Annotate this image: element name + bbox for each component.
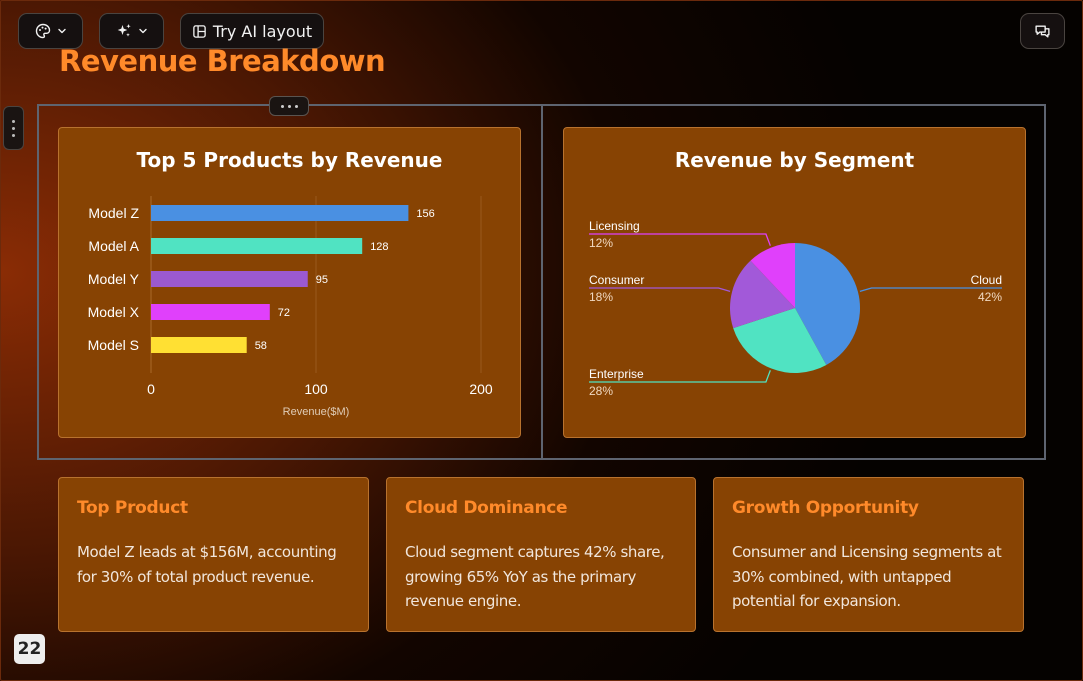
- insight-card-cloud-dominance[interactable]: Cloud Dominance Cloud segment captures 4…: [386, 477, 696, 632]
- chevron-down-icon: [138, 26, 148, 36]
- insight-title: Top Product: [77, 498, 188, 518]
- bar-model-x: [151, 304, 270, 320]
- bar-category-label: Model Z: [88, 205, 139, 221]
- pie-leader-line-enterprise: [589, 370, 771, 383]
- pie-percent-licensing: 12%: [589, 236, 613, 250]
- chevron-down-icon: [57, 26, 67, 36]
- bar-category-label: Model X: [88, 304, 140, 320]
- insight-title: Cloud Dominance: [405, 498, 568, 518]
- bar-model-s: [151, 337, 247, 353]
- pie-chart-card[interactable]: Revenue by Segment Cloud 42% Enterprise 28%…: [563, 127, 1026, 438]
- comments-icon: [1034, 23, 1051, 40]
- pie-slice-cloud: [795, 243, 860, 365]
- insight-body: Consumer and Licensing segments at 30% c…: [732, 543, 1002, 610]
- side-drag-handle[interactable]: [3, 106, 24, 150]
- comments-button[interactable]: [1020, 13, 1065, 49]
- bar-chart-card[interactable]: Top 5 Products by Revenue 0 100 200 Model Z…: [58, 127, 521, 438]
- bar-x-tick-label: 100: [304, 381, 328, 397]
- bar-model-a: [151, 238, 363, 254]
- pie-label-consumer: Consumer: [589, 273, 644, 287]
- pie-leader-line-cloud: [859, 287, 1002, 292]
- bar-chart-title: Top 5 Products by Revenue: [136, 148, 443, 172]
- bar-x-tick-label: 0: [147, 381, 155, 397]
- try-ai-layout-button[interactable]: Try AI layout: [180, 13, 324, 49]
- theme-button[interactable]: [18, 13, 83, 49]
- insight-body: Model Z leads at $156M, accounting for 3…: [77, 543, 337, 586]
- pie-leader-line-licensing: [589, 233, 771, 246]
- sparkle-icon: [116, 23, 132, 39]
- pie-leader-line-consumer: [589, 287, 731, 292]
- insight-card-top-product[interactable]: Top Product Model Z leads at $156M, acco…: [58, 477, 369, 632]
- bar-model-z: [151, 205, 409, 221]
- page-number-badge: 22: [14, 634, 45, 664]
- pie-slice-consumer: [730, 260, 795, 329]
- pie-percent-consumer: 18%: [589, 290, 613, 304]
- bar-value-label: 128: [370, 241, 388, 253]
- try-ai-layout-label: Try AI layout: [212, 21, 313, 41]
- pie-label-licensing: Licensing: [589, 219, 640, 233]
- pie-label-enterprise: Enterprise: [589, 367, 644, 381]
- insight-card-growth-opportunity[interactable]: Growth Opportunity Consumer and Licensin…: [713, 477, 1024, 632]
- palette-icon: [35, 23, 51, 39]
- bar-value-label: 72: [278, 307, 290, 319]
- bar-value-label: 156: [416, 208, 434, 220]
- bar-category-label: Model S: [88, 337, 139, 353]
- insight-body: Cloud segment captures 42% share, growin…: [405, 543, 665, 610]
- pie-chart-title: Revenue by Segment: [674, 148, 915, 172]
- bar-x-tick-label: 200: [469, 381, 493, 397]
- chart-group-divider: [541, 104, 543, 460]
- pie-percent-enterprise: 28%: [589, 384, 613, 398]
- page-title: Revenue Breakdown: [59, 44, 386, 78]
- bar-value-label: 95: [316, 274, 328, 286]
- group-drag-handle[interactable]: [269, 96, 309, 116]
- pie-slice-enterprise: [733, 308, 827, 373]
- ai-button[interactable]: [99, 13, 164, 49]
- insight-title: Growth Opportunity: [732, 498, 919, 518]
- bar-x-axis-label: Revenue($M): [283, 406, 350, 418]
- pie-slice-licensing: [750, 243, 795, 308]
- bar-value-label: 58: [255, 340, 267, 352]
- bar-model-y: [151, 271, 308, 287]
- pie-percent-cloud: 42%: [978, 290, 1002, 304]
- layout-icon: [192, 24, 207, 39]
- pie-chart: Cloud 42% Enterprise 28% Consumer 18% Licensin…: [589, 219, 1002, 398]
- bar-category-label: Model Y: [88, 271, 140, 287]
- bar-chart: 0 100 200 Model Z 156 Model A 128 Model Y 95 Mode…: [88, 196, 493, 418]
- pie-label-cloud: Cloud: [971, 273, 1002, 287]
- bar-category-label: Model A: [88, 238, 139, 254]
